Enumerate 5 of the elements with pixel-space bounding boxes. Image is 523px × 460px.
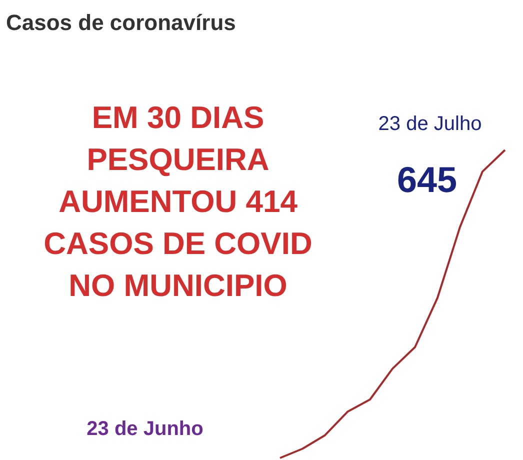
text: 23 de Junho — [86, 418, 204, 440]
annotation: EM 30 DIAS PESQUEIRA AUMENTOU 414 CASOS DE COVID NO MUNICIPIO — [44, 100, 312, 303]
chart-title: Casos de coronavírus — [6, 10, 236, 35]
text: 23 de Julho — [378, 113, 482, 135]
annotation: 645 — [396, 159, 458, 200]
